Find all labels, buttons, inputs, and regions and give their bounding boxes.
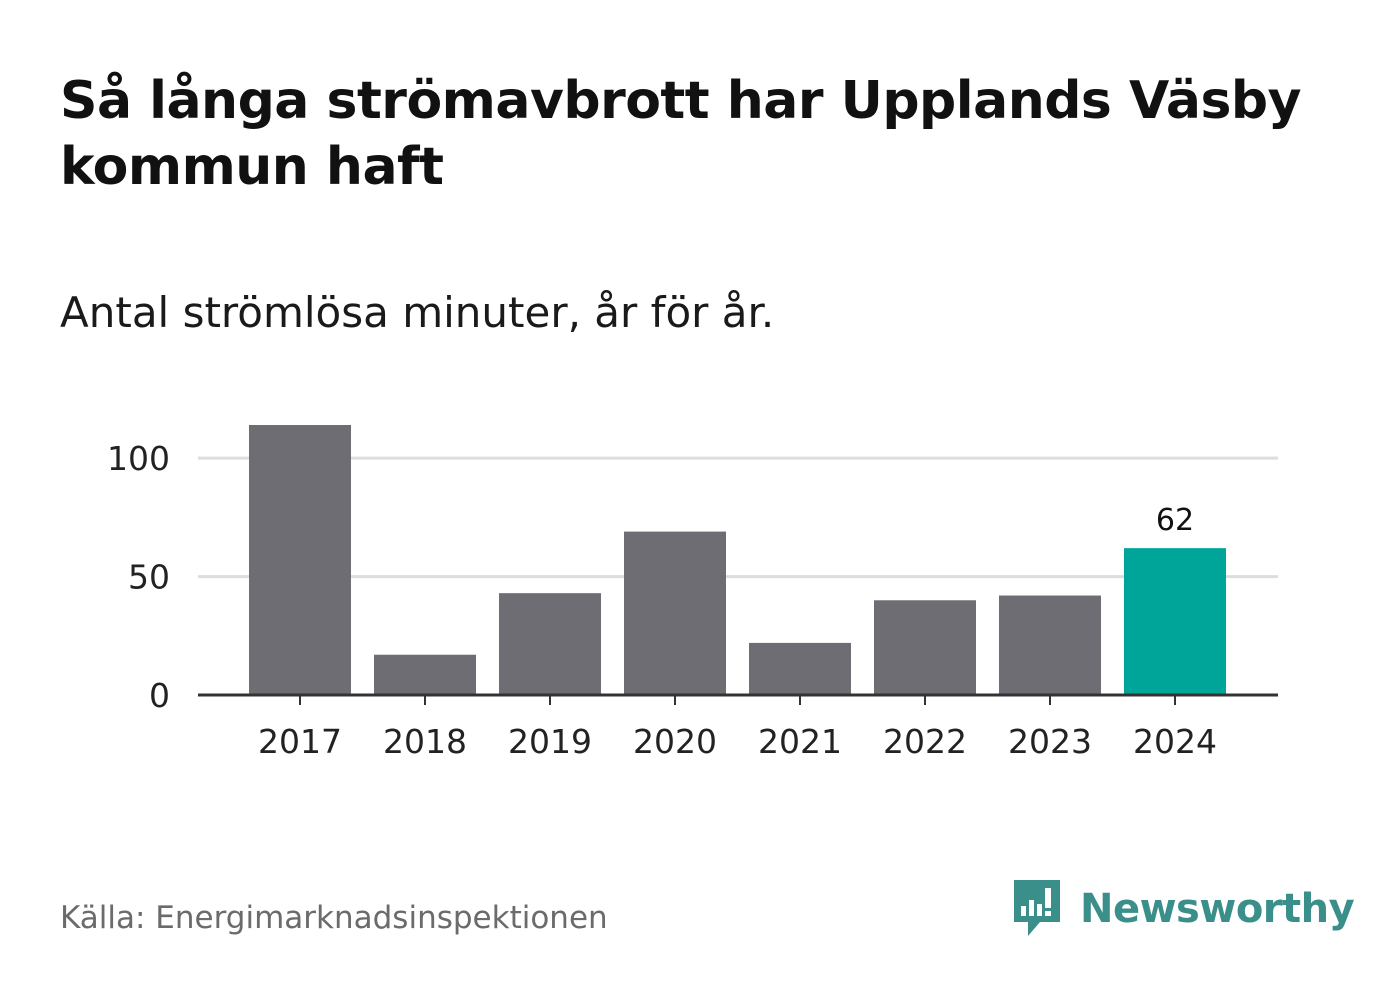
y-tick-label-50: 50: [128, 558, 170, 597]
newsworthy-logo-icon: [1014, 880, 1060, 936]
chart-title: Så långa strömavbrott har Upplands Väsby…: [60, 71, 1302, 197]
bar-2022: [874, 600, 976, 695]
bar-2018: [374, 654, 476, 695]
bar-2020: [624, 531, 726, 695]
x-tick-label-2021: 2021: [758, 722, 842, 761]
y-axis-ticks: 0 50 100: [107, 439, 170, 715]
bar-2024: [1124, 548, 1226, 695]
data-labels: 62: [1156, 503, 1194, 538]
brand-name: Newsworthy: [1080, 886, 1355, 932]
x-tick-label-2019: 2019: [508, 722, 592, 761]
x-axis-ticks: 2017 2018 2019 2020 2021 2022 2023 2024: [258, 695, 1217, 761]
x-tick-label-2023: 2023: [1008, 722, 1092, 761]
chart-subtitle: Antal strömlösa minuter, år för år.: [60, 288, 775, 337]
source-note: Källa: Energimarknadsinspektionen: [60, 900, 608, 936]
x-tick-label-2022: 2022: [883, 722, 967, 761]
x-tick-label-2020: 2020: [633, 722, 717, 761]
bar-2023: [999, 595, 1101, 695]
bars: [249, 425, 1226, 695]
x-tick-label-2024: 2024: [1133, 722, 1217, 761]
x-tick-label-2018: 2018: [383, 722, 467, 761]
data-label-2024: 62: [1156, 503, 1194, 538]
bar-2021: [749, 642, 851, 695]
y-tick-label-100: 100: [107, 439, 170, 478]
y-tick-label-0: 0: [149, 676, 170, 715]
grid-lines: [198, 456, 1278, 579]
x-tick-label-2017: 2017: [258, 722, 342, 761]
bar-2019: [499, 593, 601, 695]
bar-2017: [249, 425, 351, 695]
newsworthy-logo: Newsworthy: [1010, 876, 1355, 942]
